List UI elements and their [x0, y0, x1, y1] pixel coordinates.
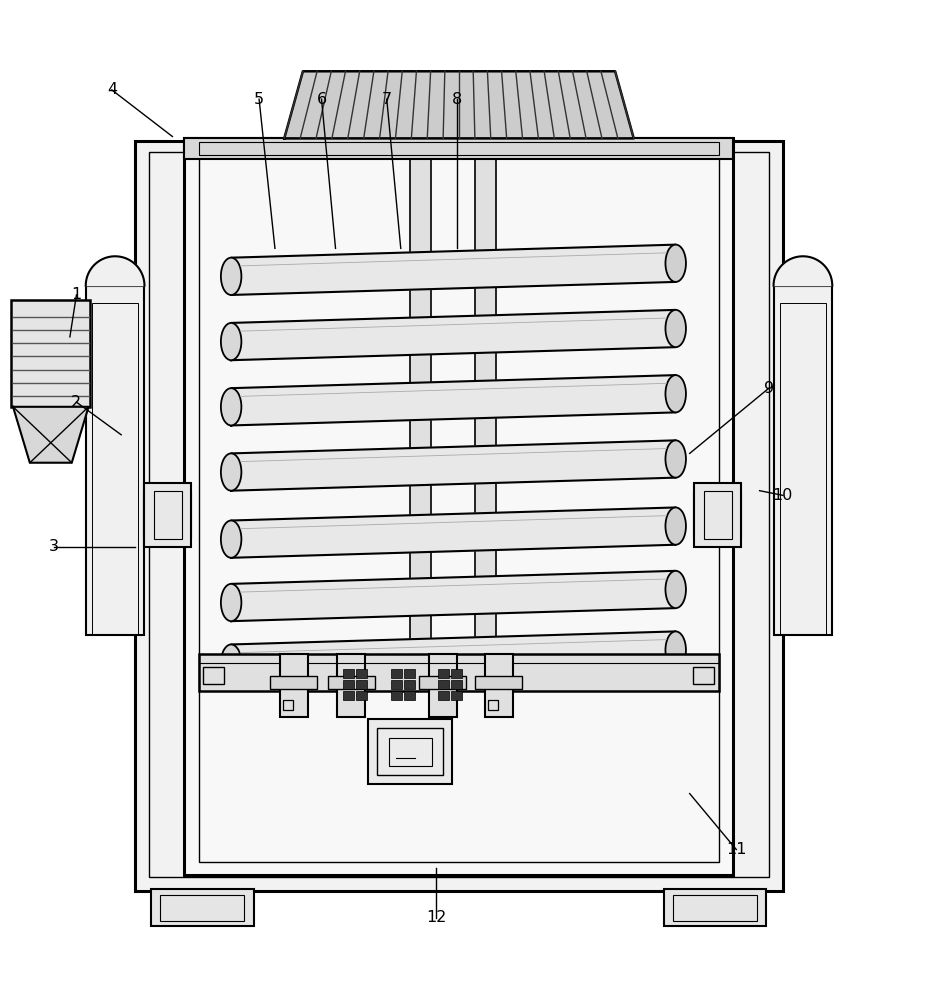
Polygon shape	[284, 71, 634, 138]
Ellipse shape	[665, 245, 686, 282]
Bar	[451, 680, 462, 689]
Text: 7: 7	[382, 92, 391, 107]
Bar	[144, 493, 191, 537]
Text: 11: 11	[726, 842, 747, 857]
Ellipse shape	[221, 644, 241, 682]
Bar	[451, 669, 462, 678]
Bar	[356, 669, 367, 678]
Bar	[694, 483, 741, 547]
Ellipse shape	[221, 323, 241, 360]
Ellipse shape	[221, 521, 241, 558]
Bar	[199, 151, 719, 862]
Bar	[438, 680, 449, 689]
Bar	[160, 895, 244, 921]
Ellipse shape	[665, 440, 686, 478]
Bar	[404, 669, 415, 678]
Text: 4: 4	[107, 82, 116, 97]
Ellipse shape	[665, 375, 686, 412]
Bar	[391, 691, 402, 700]
Text: 1: 1	[72, 287, 81, 302]
Bar	[343, 680, 354, 689]
Bar	[356, 680, 367, 689]
Ellipse shape	[665, 310, 686, 347]
Bar	[11, 300, 90, 407]
Bar	[154, 491, 182, 539]
Bar	[664, 889, 766, 926]
Bar	[203, 667, 224, 684]
Text: 9: 9	[764, 381, 774, 396]
Bar	[144, 483, 191, 547]
Ellipse shape	[221, 258, 241, 295]
Text: 8: 8	[452, 92, 461, 107]
Bar	[270, 676, 317, 689]
Bar	[451, 691, 462, 700]
Bar	[92, 303, 138, 635]
Bar	[343, 691, 354, 700]
Text: 5: 5	[254, 92, 264, 107]
Text: 3: 3	[49, 539, 59, 554]
Bar	[391, 680, 402, 689]
Bar	[780, 303, 826, 635]
Bar	[429, 654, 457, 717]
Bar	[419, 676, 466, 689]
Bar	[389, 738, 432, 766]
Bar	[438, 669, 449, 678]
Bar	[149, 152, 769, 877]
Bar	[404, 691, 415, 700]
Bar	[184, 138, 733, 159]
Bar	[280, 654, 308, 717]
Ellipse shape	[221, 584, 241, 621]
Bar	[377, 728, 443, 775]
Polygon shape	[231, 310, 676, 360]
Polygon shape	[231, 631, 676, 682]
Ellipse shape	[665, 571, 686, 608]
Bar	[410, 159, 431, 686]
Bar	[135, 141, 783, 891]
Bar	[151, 889, 254, 926]
Ellipse shape	[665, 631, 686, 669]
Text: 12: 12	[426, 910, 446, 925]
Text: 10: 10	[773, 488, 793, 503]
Polygon shape	[13, 407, 89, 463]
Text: 6: 6	[317, 92, 326, 107]
Bar	[199, 654, 719, 691]
Bar	[694, 493, 741, 537]
Text: 2: 2	[72, 395, 81, 410]
Bar	[475, 159, 496, 686]
Bar	[337, 654, 365, 717]
Bar	[328, 676, 375, 689]
Bar	[438, 691, 449, 700]
Bar	[404, 680, 415, 689]
Bar	[86, 286, 144, 635]
Bar	[673, 895, 757, 921]
Bar	[368, 719, 452, 784]
Polygon shape	[231, 507, 676, 558]
Bar	[343, 669, 354, 678]
Ellipse shape	[665, 507, 686, 545]
Polygon shape	[774, 256, 832, 286]
Bar	[199, 142, 719, 155]
Ellipse shape	[221, 453, 241, 491]
Bar	[774, 286, 832, 635]
Bar	[356, 691, 367, 700]
Bar	[485, 654, 513, 717]
Bar	[475, 676, 522, 689]
Bar	[391, 669, 402, 678]
Polygon shape	[231, 375, 676, 425]
Bar	[693, 667, 714, 684]
Polygon shape	[231, 245, 676, 295]
Bar	[283, 700, 293, 710]
Polygon shape	[231, 440, 676, 491]
Bar	[488, 700, 498, 710]
Bar	[184, 138, 733, 875]
Polygon shape	[231, 571, 676, 621]
Polygon shape	[86, 256, 144, 286]
Ellipse shape	[221, 388, 241, 425]
Bar	[704, 491, 732, 539]
